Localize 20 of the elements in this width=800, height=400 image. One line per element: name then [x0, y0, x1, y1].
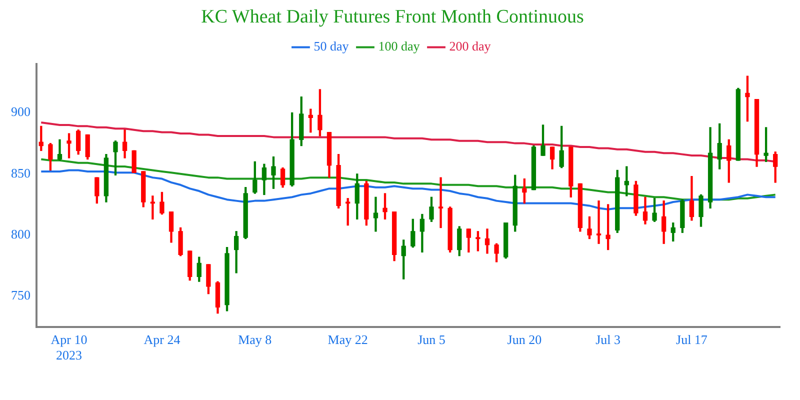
x-tick-label: Jul 3 [596, 332, 621, 348]
x-tick-label: May 8 [238, 332, 272, 348]
y-tick-label: 800 [11, 226, 30, 242]
x-tick-label: Jun 20 [507, 332, 542, 348]
x-tick-label: Apr 24 [144, 332, 181, 348]
candlestick [150, 196, 155, 220]
y-tick-label: 900 [11, 104, 30, 120]
chart-title: KC Wheat Daily Futures Front Month Continuous [201, 6, 584, 28]
legend-label: 200 day [449, 38, 492, 54]
y-tick-label: 850 [11, 165, 30, 180]
candlestick [373, 196, 378, 232]
legend-label: 100 day [378, 38, 420, 54]
x-tick-label: Apr 10 2023 [50, 332, 88, 363]
x-tick-label: Jun 5 [418, 332, 446, 348]
x-tick-label: May 22 [328, 332, 368, 348]
candlestick [438, 177, 444, 228]
candlestick [596, 200, 602, 244]
legend-label: 50 day [314, 38, 350, 54]
y-tick-label: 750 [11, 288, 30, 303]
x-tick-label: Jul 17 [676, 332, 708, 348]
